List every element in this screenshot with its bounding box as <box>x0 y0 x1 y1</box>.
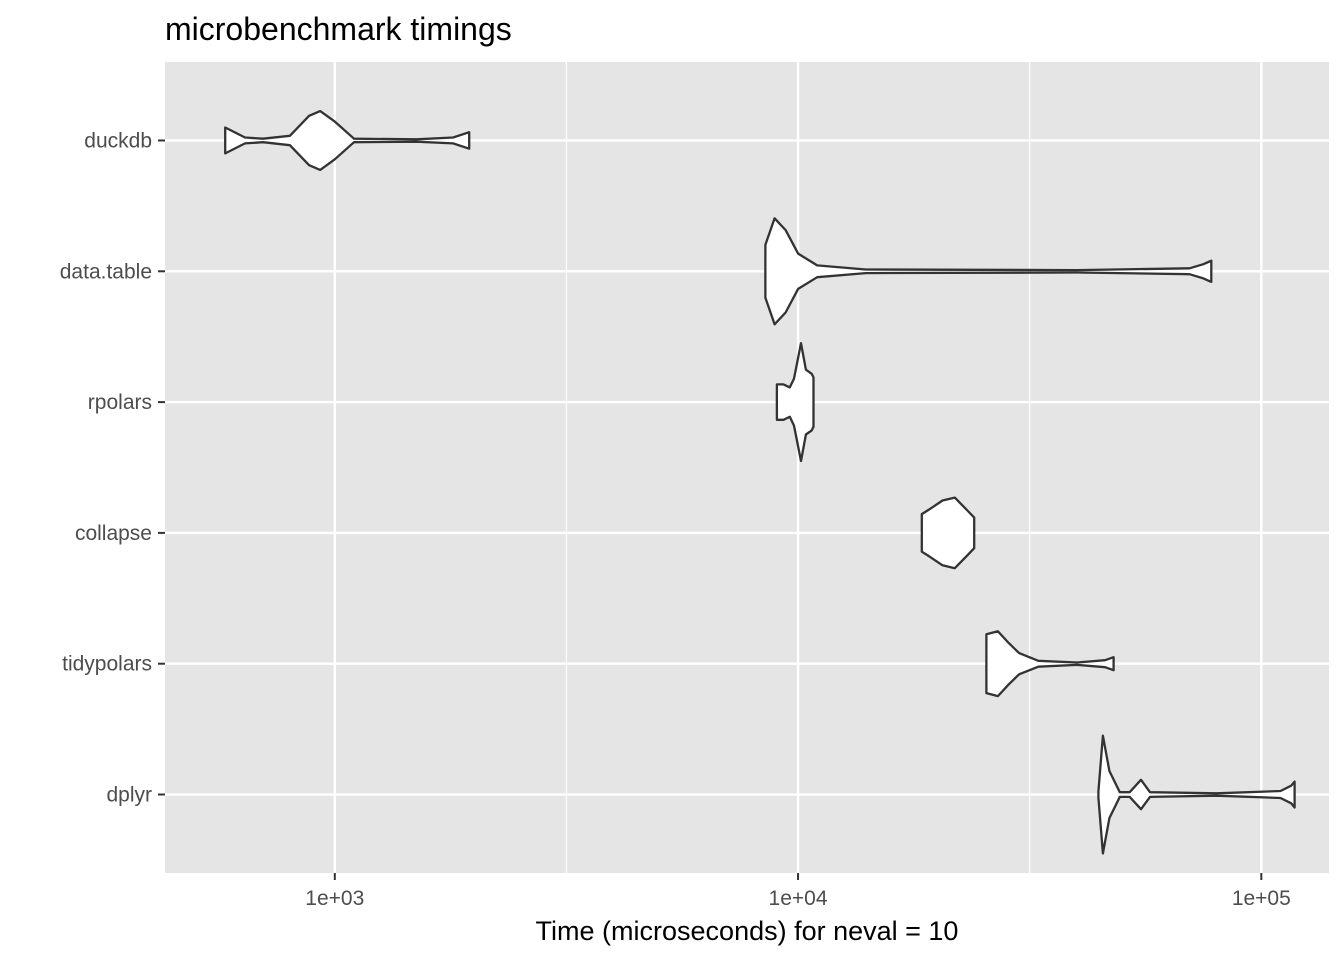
y-tick-label: dplyr <box>106 784 152 807</box>
plot-panel <box>165 62 1329 873</box>
chart-title: microbenchmark timings <box>165 11 512 47</box>
y-axis: duckdb data.table rpolars collapse tidypolar… <box>60 129 165 807</box>
x-tick-label: 1e+03 <box>305 887 364 910</box>
y-tick-label: data.table <box>60 260 152 283</box>
x-tick-label: 1e+04 <box>769 887 828 910</box>
y-tick-label: tidypolars <box>62 653 152 676</box>
violin-rpolars <box>775 342 815 463</box>
violin-data-table <box>764 217 1213 326</box>
y-tick-label: collapse <box>75 522 152 545</box>
x-axis-title: Time (microseconds) for neval = 10 <box>536 916 959 946</box>
x-tick-label: 1e+05 <box>1232 887 1291 910</box>
violin-collapse <box>920 496 976 570</box>
y-tick-label: rpolars <box>88 391 152 414</box>
violin-duckdb <box>224 109 471 172</box>
violin-tidypolars <box>985 630 1115 698</box>
y-tick-label: duckdb <box>84 129 152 152</box>
violin-dplyr <box>1097 734 1296 855</box>
x-axis: 1e+03 1e+04 1e+05 <box>305 873 1291 910</box>
violin-layer <box>224 109 1296 855</box>
